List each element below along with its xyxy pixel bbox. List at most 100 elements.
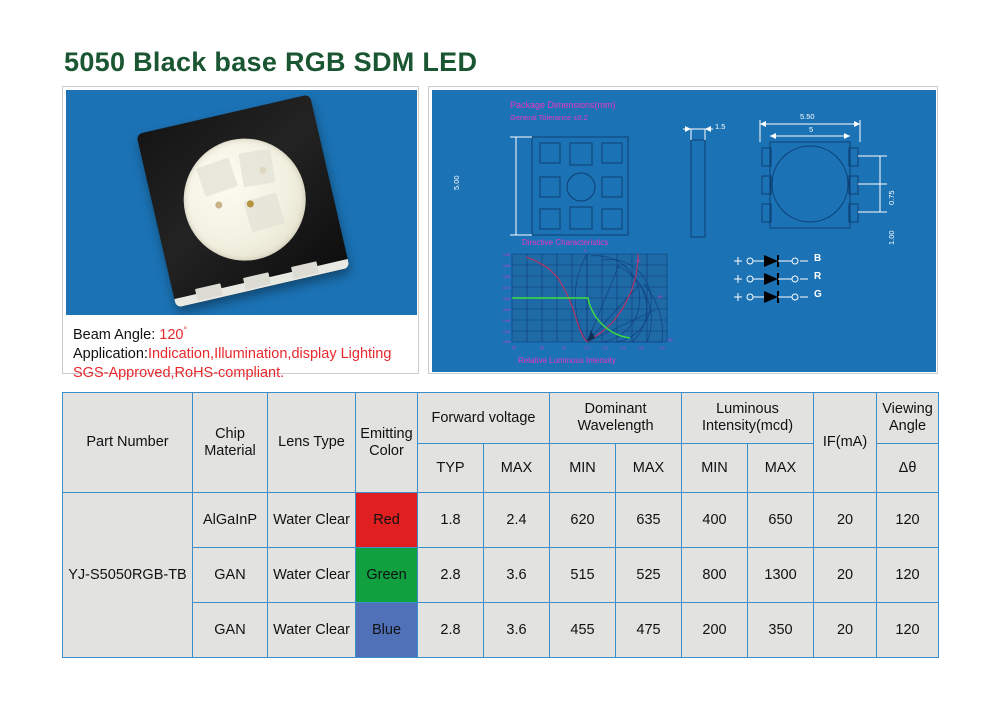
led-specification-table: Part Number Chip Material Lens Type Emit… xyxy=(62,392,940,658)
drawing-subtitle: General Tolerance ±0.2 xyxy=(510,113,588,122)
cell-fv-max: 2.4 xyxy=(483,492,550,548)
header-lens-type: Lens Type xyxy=(267,392,356,493)
led-product-photo xyxy=(66,90,417,315)
svg-text:1.00: 1.00 xyxy=(503,253,510,257)
svg-text:0.6: 0.6 xyxy=(621,346,626,350)
svg-text:0.8: 0.8 xyxy=(639,346,644,350)
svg-text:30: 30 xyxy=(636,258,641,263)
diode-label-g: G xyxy=(814,289,822,300)
product-photo-panel: Beam Angle: 120° Application:Indication,… xyxy=(62,86,419,381)
svg-text:30: 30 xyxy=(562,346,566,350)
drawing-title: Package Dimensions(mm) xyxy=(510,100,616,110)
cell-emitting-color: Green xyxy=(355,547,418,603)
pad-height-dimension: 1.00 xyxy=(887,230,896,245)
side-view-dimension: 1.5 xyxy=(715,122,726,131)
cell-fv-max: 3.6 xyxy=(483,547,550,603)
svg-text:0.40: 0.40 xyxy=(503,319,510,323)
svg-text:90: 90 xyxy=(668,337,673,342)
led-lens-dome xyxy=(171,126,318,273)
header-forward-voltage: Forward voltage xyxy=(417,392,550,444)
header-part-number: Part Number xyxy=(62,392,193,493)
polar-chart-xlabel: Relative Luminous Intensity xyxy=(518,356,616,365)
cell-lens-type: Water Clear xyxy=(267,547,356,603)
table-header-row-2: TYP MAX MIN MAX MIN MAX Δθ xyxy=(63,443,940,493)
top-width-outer-dimension: 5.50 xyxy=(800,112,815,121)
beam-angle-line: Beam Angle: 120° xyxy=(73,321,413,345)
cell-emitting-color: Red xyxy=(355,492,418,548)
page-title: 5050 Black base RGB SDM LED xyxy=(64,47,478,77)
bottom-view-drawing xyxy=(510,136,629,236)
header-dominant-wavelength: Dominant Wavelength xyxy=(549,392,682,444)
top-view-drawing xyxy=(759,120,887,229)
svg-text:0.30: 0.30 xyxy=(503,330,510,334)
cell-if-ma: 20 xyxy=(813,602,878,658)
polar-chart: 1.00 0.90 0.80 0.70 0.60 0.50 0.40 0.30 … xyxy=(503,248,673,350)
header-chip-material: Chip Material xyxy=(192,392,268,493)
subheader-dw-max: MAX xyxy=(615,443,682,493)
beam-angle-value: 120 xyxy=(159,326,184,343)
cell-fv-typ: 1.8 xyxy=(417,492,484,548)
top-width-inner-dimension: 5 xyxy=(809,125,814,134)
package-drawing-canvas: Package Dimensions(mm) General Tolerance… xyxy=(432,90,936,372)
bond-wire-dot-1 xyxy=(214,200,223,210)
subheader-li-max: MAX xyxy=(746,443,815,493)
led-chip-green xyxy=(238,148,276,188)
cell-li-max: 650 xyxy=(746,492,815,548)
cell-fv-typ: 2.8 xyxy=(417,602,484,658)
svg-text:0.90: 0.90 xyxy=(503,264,510,268)
subheader-dw-min: MIN xyxy=(549,443,616,493)
cell-dw-min: 515 xyxy=(549,547,616,603)
degree-symbol: ° xyxy=(183,325,188,335)
subheader-li-min: MIN xyxy=(681,443,748,493)
led-chip-blue xyxy=(243,192,285,233)
diode-circuit-diagram xyxy=(734,255,808,303)
svg-text:0.80: 0.80 xyxy=(503,275,510,279)
cell-dw-min: 620 xyxy=(549,492,616,548)
diode-label-b: B xyxy=(814,253,822,264)
header-viewing-angle: Viewing Angle xyxy=(876,392,940,444)
led-chip-red xyxy=(196,157,238,197)
cell-emitting-color: Blue xyxy=(355,602,418,658)
cell-dw-min: 455 xyxy=(549,602,616,658)
cell-part-number: YJ-S5050RGB-TB xyxy=(62,492,193,658)
table-row: GAN Water Clear Green 2.8 3.6 515 525 80… xyxy=(63,547,940,603)
svg-text:0.4: 0.4 xyxy=(603,346,608,350)
subheader-fv-max: MAX xyxy=(483,443,550,493)
cell-chip-material: AlGaInP xyxy=(192,492,268,548)
bottom-view-dimension: 5.00 xyxy=(452,175,461,190)
cell-dw-max: 525 xyxy=(615,547,682,603)
svg-text:0.60: 0.60 xyxy=(503,297,510,301)
side-view-drawing xyxy=(683,126,713,238)
cell-viewing-angle: 120 xyxy=(876,492,940,548)
pad-pitch-dimension: 0.75 xyxy=(887,190,896,205)
application-line: Application:Indication,Illumination,disp… xyxy=(73,345,413,364)
svg-text:0.70: 0.70 xyxy=(503,286,510,290)
product-caption: Beam Angle: 120° Application:Indication,… xyxy=(73,321,413,383)
cell-li-min: 200 xyxy=(681,602,748,658)
package-drawing-panel: Package Dimensions(mm) General Tolerance… xyxy=(428,86,938,374)
application-label: Application: xyxy=(73,345,148,362)
header-luminous-intensity: Luminous Intensity(mcd) xyxy=(680,392,815,444)
cell-if-ma: 20 xyxy=(813,492,878,548)
cell-li-max: 350 xyxy=(746,602,815,658)
cell-chip-material: GAN xyxy=(192,602,268,658)
cell-lens-type: Water Clear xyxy=(267,602,356,658)
table-header-row-1: Part Number Chip Material Lens Type Emit… xyxy=(62,392,940,493)
compliance-line: SGS-Approved,RoHS-compliant. xyxy=(73,364,285,381)
svg-text:0.2: 0.2 xyxy=(585,346,590,350)
svg-text:1.0: 1.0 xyxy=(660,346,665,350)
svg-text:60: 60 xyxy=(658,294,663,299)
diode-label-r: R xyxy=(814,271,822,282)
svg-text:0.00: 0.00 xyxy=(503,340,510,344)
header-if-ma: IF(mA) xyxy=(813,392,878,493)
svg-text:0: 0 xyxy=(584,248,587,253)
table-row: GAN Water Clear Blue 2.8 3.6 455 475 200… xyxy=(63,602,940,658)
svg-text:60: 60 xyxy=(540,346,544,350)
cell-li-min: 800 xyxy=(681,547,748,603)
svg-text:0.50: 0.50 xyxy=(503,308,510,312)
cell-viewing-angle: 120 xyxy=(876,602,940,658)
polar-chart-title: Directive Characteristics xyxy=(522,238,609,247)
subheader-viewing-angle-symbol: Δθ xyxy=(876,443,940,493)
cell-dw-max: 475 xyxy=(615,602,682,658)
header-emitting-color: Emitting Color xyxy=(355,392,418,493)
